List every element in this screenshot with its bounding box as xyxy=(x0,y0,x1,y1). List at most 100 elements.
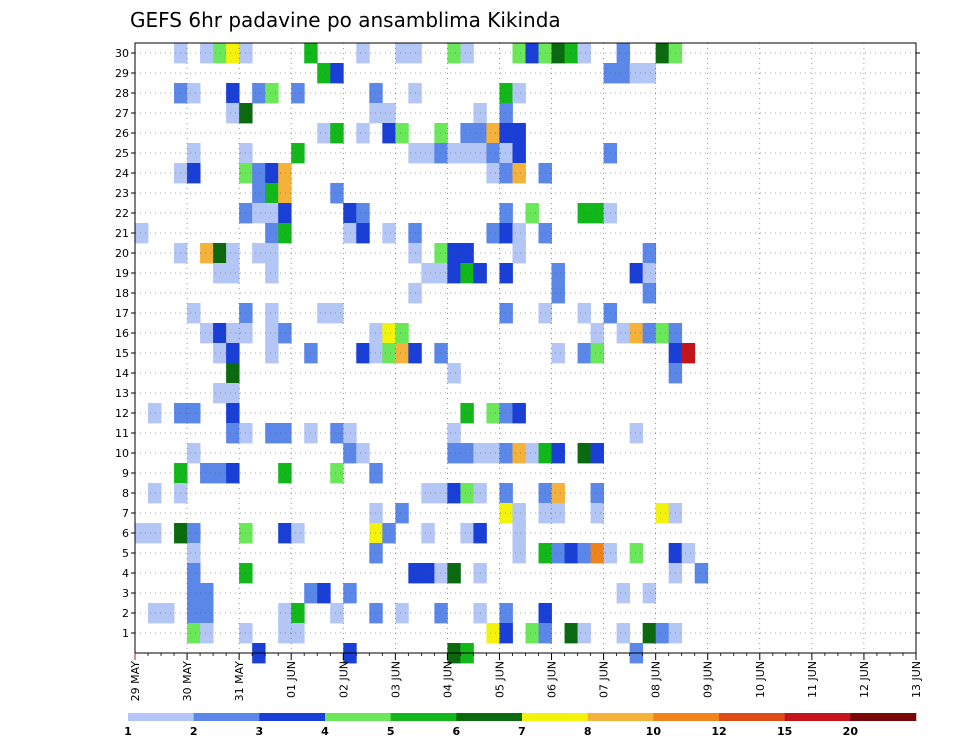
heatmap-cell xyxy=(291,603,305,624)
heatmap-cell xyxy=(486,623,500,644)
heatmap-cell xyxy=(161,603,175,624)
heatmap-cell xyxy=(434,263,448,284)
heatmap-cell xyxy=(629,263,644,284)
heatmap-cell xyxy=(213,463,227,484)
heatmap-cell xyxy=(551,283,565,304)
y-tick-label: 10 xyxy=(115,447,129,460)
heatmap-cell xyxy=(200,323,214,344)
heatmap-cell xyxy=(382,343,396,364)
heatmap-cell xyxy=(512,403,526,424)
heatmap-cell xyxy=(200,463,214,484)
colorbar-swatch xyxy=(784,713,851,721)
heatmap-cell xyxy=(486,403,500,424)
heatmap-cell xyxy=(265,223,279,244)
heatmap-cell xyxy=(265,183,279,204)
heatmap-cell xyxy=(226,363,240,384)
colorbar-label: 15 xyxy=(777,725,792,738)
heatmap-cell xyxy=(460,43,474,64)
heatmap-cell xyxy=(512,123,526,144)
heatmap-cell xyxy=(317,303,331,324)
heatmap-cell xyxy=(499,103,513,124)
heatmap-cell xyxy=(577,43,591,64)
heatmap-cell xyxy=(447,443,461,464)
heatmap-cell xyxy=(265,83,279,104)
heatmap-cell xyxy=(447,143,461,164)
heatmap-cell xyxy=(642,583,657,604)
heatmap-cell xyxy=(252,203,266,224)
y-tick-label: 7 xyxy=(122,507,129,520)
heatmap-cell xyxy=(369,503,383,524)
heatmap-cell xyxy=(200,243,214,264)
heatmap-cell xyxy=(642,263,657,284)
colorbar-label: 5 xyxy=(387,725,395,738)
x-axis: 29 MAY 30 MAY 31 MAY 01 JUN 02 JUN 03 JUN 04 J… xyxy=(129,653,923,701)
heatmap-cell xyxy=(460,143,474,164)
heatmap-cell xyxy=(551,443,565,464)
heatmap-cell xyxy=(369,83,383,104)
y-axis: 1234567891011121314151617181920212223242… xyxy=(115,47,920,640)
heatmap-cell xyxy=(291,83,305,104)
heatmap-cell xyxy=(629,423,644,444)
heatmap-cell xyxy=(148,483,162,504)
colorbar-label: 7 xyxy=(518,725,526,738)
heatmap-cell xyxy=(421,523,435,544)
heatmap-cell xyxy=(369,523,383,544)
heatmap-cell xyxy=(434,563,448,584)
heatmap-cell xyxy=(460,523,474,544)
heatmap-cell xyxy=(694,563,709,584)
heatmap-cell xyxy=(278,623,292,644)
heatmap-cell xyxy=(226,463,240,484)
x-tick-label: 01 JUN xyxy=(285,661,298,698)
heatmap-cell xyxy=(187,443,201,464)
heatmap-cell xyxy=(226,423,240,444)
heatmap-cell xyxy=(629,323,644,344)
heatmap-cell xyxy=(499,163,513,184)
heatmap-cell xyxy=(369,323,383,344)
heatmap-cell xyxy=(213,43,227,64)
heatmap-cell xyxy=(512,523,526,544)
heatmap-cell xyxy=(460,483,474,504)
x-tick-label: 12 JUN xyxy=(858,661,871,698)
heatmap-cell xyxy=(434,123,448,144)
y-tick-label: 26 xyxy=(115,127,129,140)
y-tick-label: 11 xyxy=(115,427,129,440)
heatmap-cell xyxy=(278,603,292,624)
heatmap-cell xyxy=(421,263,435,284)
heatmap-cell xyxy=(681,543,696,564)
x-tick-label: 10 JUN xyxy=(754,661,767,698)
heatmap-cell xyxy=(135,223,149,244)
chart-title: GEFS 6hr padavine po ansamblima Kikinda xyxy=(130,8,561,32)
heatmap-cell xyxy=(330,183,344,204)
heatmap-cell xyxy=(252,183,266,204)
x-tick-label: 02 JUN xyxy=(337,661,350,698)
heatmap-cell xyxy=(343,203,357,224)
x-tick-label: 08 JUN xyxy=(650,661,663,698)
grid-lines xyxy=(135,43,917,653)
heatmap-cell xyxy=(226,323,240,344)
heatmap-cell xyxy=(655,323,670,344)
heatmap-cell xyxy=(421,563,435,584)
heatmap-cell xyxy=(200,583,214,604)
heatmap-cell xyxy=(226,103,240,124)
heatmap-cell xyxy=(421,483,435,504)
x-tick-label: 03 JUN xyxy=(389,661,402,698)
colorbar-label: 3 xyxy=(256,725,264,738)
heatmap-cell xyxy=(577,303,591,324)
heatmap-cell xyxy=(330,123,344,144)
heatmap-cell xyxy=(447,363,461,384)
heatmap-cell xyxy=(343,583,357,604)
heatmap-cell xyxy=(616,583,631,604)
heatmap-cell xyxy=(382,103,396,124)
heatmap-cell xyxy=(187,143,201,164)
colorbar-swatch xyxy=(390,713,457,721)
heatmap-cell xyxy=(317,123,331,144)
heatmap-cell xyxy=(291,523,305,544)
heatmap-cell xyxy=(512,83,526,104)
y-tick-label: 20 xyxy=(115,247,129,260)
heatmap-cell xyxy=(655,623,670,644)
heatmap-cell xyxy=(252,83,266,104)
heatmap-cell xyxy=(577,443,591,464)
x-tick-label: 06 JUN xyxy=(546,661,559,698)
heatmap-cell xyxy=(590,343,604,364)
colorbar-label: 8 xyxy=(584,725,592,738)
